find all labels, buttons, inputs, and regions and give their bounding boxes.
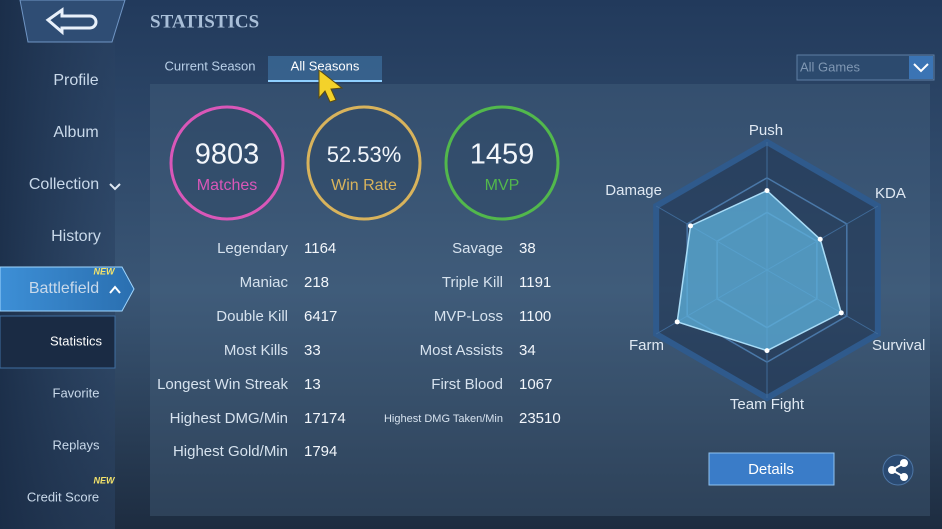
sidebar-item[interactable]: Profile	[53, 72, 98, 89]
page-title: STATISTICS	[150, 11, 259, 32]
sidebar-item[interactable]: Credit Score	[27, 489, 99, 504]
share-button[interactable]	[882, 454, 914, 486]
details-label[interactable]: Details	[748, 461, 794, 478]
stat-label: Most Assists	[420, 342, 503, 359]
summary-ring	[306, 105, 422, 221]
sidebar-item: Battlefield	[29, 280, 99, 297]
stat-label: Triple Kill	[442, 274, 503, 291]
stat-label: Highest Gold/Min	[173, 443, 288, 460]
summary-ring	[169, 105, 285, 221]
stat-label: Maniac	[240, 274, 289, 291]
stat-value: 23510	[519, 410, 561, 427]
stat-label: Double Kill	[216, 308, 288, 325]
radar-point	[764, 348, 770, 354]
sidebar-item[interactable]: Collection	[29, 176, 99, 193]
new-badge: NEW	[94, 475, 117, 485]
sidebar-item: Statistics	[50, 333, 103, 348]
stat-value: 1100	[519, 308, 551, 325]
sidebar-item[interactable]: Album	[53, 124, 98, 141]
tab[interactable]: Current Season	[164, 58, 255, 73]
stat-value: 34	[519, 342, 536, 359]
stat-label: MVP-Loss	[434, 308, 503, 325]
sidebar-item[interactable]: History	[51, 228, 101, 245]
summary-value: 52.53%	[327, 142, 402, 167]
radar-axis-label: Push	[749, 122, 783, 139]
stat-value: 6417	[304, 308, 337, 325]
stat-value: 218	[304, 274, 329, 291]
share-icon	[888, 459, 908, 481]
details-button[interactable]	[708, 452, 835, 486]
tab[interactable]: All Seasons	[291, 58, 360, 73]
stat-value: 1191	[519, 274, 551, 291]
sidebar-item-selected[interactable]	[0, 266, 135, 312]
collapse-icon	[109, 285, 121, 294]
summary-label: Matches	[197, 177, 257, 194]
stat-value: 38	[519, 240, 536, 257]
sidebar-subitem-selected[interactable]	[0, 315, 116, 369]
sidebar-item[interactable]: Favorite	[53, 385, 100, 400]
expand-icon	[109, 183, 121, 191]
radar-axis-label: KDA	[875, 185, 906, 202]
dropdown-arrow	[913, 63, 929, 73]
radar-point	[764, 188, 770, 194]
summary-label: MVP	[485, 177, 520, 194]
back-button[interactable]	[19, 0, 126, 43]
stat-value: 1164	[304, 240, 336, 257]
stat-value: 1067	[519, 376, 552, 393]
cursor	[318, 68, 344, 103]
radar-point	[838, 310, 844, 316]
summary-label: Win Rate	[331, 177, 397, 194]
radar-point	[688, 223, 694, 229]
radar-axis-label: Damage	[605, 182, 662, 199]
summary-value: 1459	[470, 139, 535, 171]
radar-axis-label: Farm	[629, 337, 664, 354]
radar-axis-label: Survival	[872, 337, 925, 354]
back-icon	[45, 7, 98, 36]
summary-ring	[444, 105, 560, 221]
stat-label: Highest DMG/Min	[170, 410, 288, 427]
stat-value: 13	[304, 376, 321, 393]
sidebar	[0, 0, 115, 529]
new-badge: NEW	[94, 266, 117, 276]
stat-label: First Blood	[431, 376, 503, 393]
stat-label: Most Kills	[224, 342, 288, 359]
summary-value: 9803	[195, 139, 260, 171]
stat-value: 17174	[304, 410, 346, 427]
radar-axis-label: Team Fight	[730, 396, 805, 413]
stat-value: 1794	[304, 443, 337, 460]
sidebar-item[interactable]: Replays	[53, 437, 100, 452]
stat-label: Savage	[452, 240, 503, 257]
dropdown-arrow-box	[909, 56, 933, 79]
radar-point	[817, 236, 823, 242]
stat-label: Highest DMG Taken/Min	[384, 413, 503, 425]
stat-label: Legendary	[217, 240, 288, 257]
radar-point	[674, 319, 680, 325]
stat-value: 33	[304, 342, 321, 359]
stat-label: Longest Win Streak	[157, 376, 288, 393]
filter-label: All Games	[800, 59, 860, 74]
